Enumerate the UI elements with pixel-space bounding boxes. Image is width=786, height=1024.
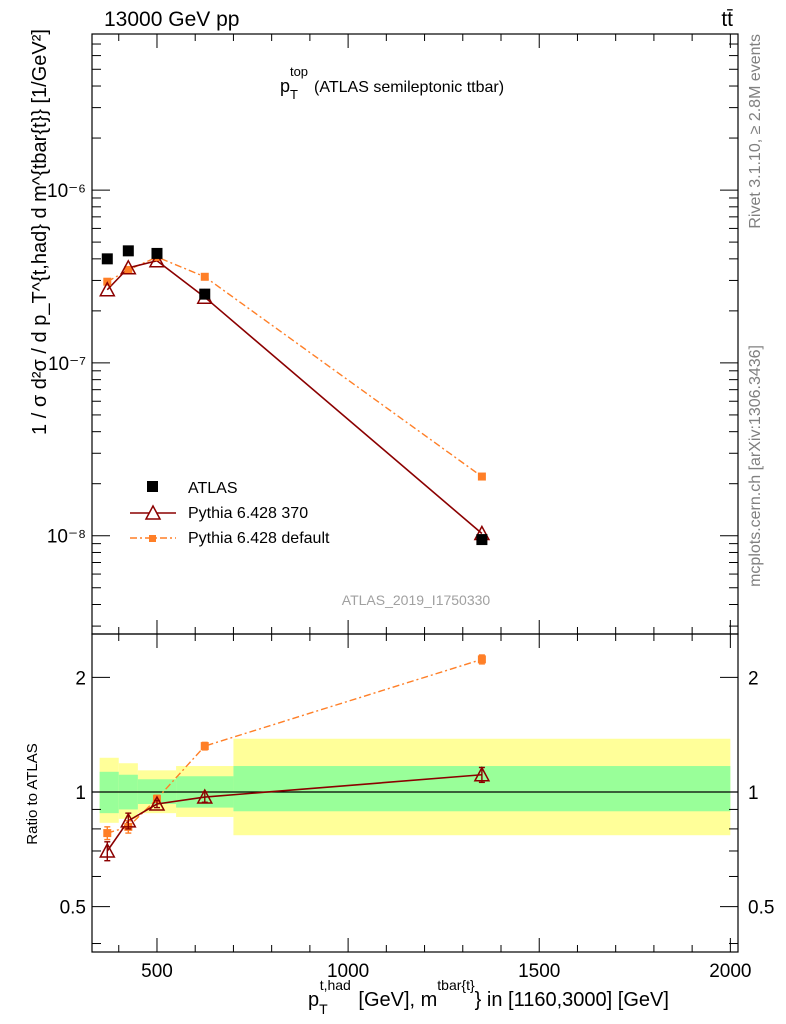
title-rest: (ATLAS semileptonic ttbar): [314, 79, 504, 96]
ratio-xtick-label: 2000: [709, 961, 751, 982]
ratio-mc370-point: [196, 788, 214, 804]
title-p: p: [280, 76, 290, 96]
atlas-point: [199, 288, 211, 300]
main-ytick-label: 10⁻⁷: [48, 354, 86, 375]
ratio-ytick-label: 1: [75, 783, 86, 804]
mc370-line: [106, 259, 483, 535]
ratio-bands: [92, 738, 738, 836]
header-right-label: tt̄: [721, 8, 733, 31]
legend-mcdef-label: Pythia 6.428 default: [188, 530, 330, 547]
title-sub: T: [290, 87, 298, 102]
ratio-ytick-label: 0.5: [60, 898, 86, 919]
ratio-mcdef-point: [103, 829, 112, 838]
main-ytick-label: 10⁻⁶: [47, 181, 86, 202]
ratio-xtick-label: 500: [141, 961, 173, 982]
ratio-mc370-point: [99, 842, 116, 858]
ratio-mcdef-point: [152, 794, 161, 803]
ratio-frame: [91, 633, 739, 953]
legend: ATLAS Pythia 6.428 370 Pythia 6.428 defa…: [130, 480, 330, 547]
mc370-point: [148, 252, 166, 268]
xlabel-sup2: tbar{t}: [437, 977, 475, 993]
legend-atlas-label: ATLAS: [188, 480, 238, 497]
ratio-mc370-point: [120, 812, 137, 828]
mcdef-point: [124, 265, 133, 274]
ratio-ylabel: Ratio to ATLAS: [24, 743, 41, 844]
ratio-xtick-label: 1500: [518, 961, 560, 982]
ratio-xlabel: pTt,had [GeV], mtbar{t}} in [1160,3000] …: [308, 977, 669, 1017]
xlabel-end: } in [1160,3000] [GeV]: [475, 989, 669, 1011]
ratio-ytick-label-right: 2: [748, 668, 759, 689]
title-sup: top: [290, 64, 308, 79]
main-ticks: 10⁻⁸ 10⁻⁷ 10⁻⁶: [47, 33, 738, 634]
ratio-ytick-label-right: 0.5: [748, 898, 774, 919]
mc370-point: [120, 259, 137, 275]
atlas-point: [476, 534, 488, 546]
atlas-point: [101, 253, 113, 265]
ratio-mcdef-point: [200, 742, 209, 751]
mcdef-point: [477, 472, 486, 481]
ratio-mc370-point: [148, 795, 166, 811]
ratio-ytick-label: 2: [75, 668, 86, 689]
legend-mcdef-marker: [149, 535, 156, 542]
xlabel-p: p: [308, 989, 319, 1011]
atlas-point: [122, 245, 134, 257]
mc370-point: [99, 281, 116, 297]
legend-mc370-label: Pythia 6.428 370: [188, 505, 308, 522]
header-left-label: 13000 GeV pp: [104, 8, 239, 31]
main-ylabel: 1 / σ d²σ / d p_T^{t,had} d m^{tbar{t}} …: [29, 29, 51, 435]
mcplots-label: mcplots.cern.ch [arXiv:1306.3436]: [747, 345, 764, 587]
ratio-panel: 0.5 0.5 1 1 2 2 500 1000 1500 2000 Ratio to ATLAS…: [24, 633, 774, 1017]
atlas-point: [151, 247, 163, 259]
xlabel-sub: T: [319, 1001, 328, 1017]
ratio-ytick-label-right: 1: [748, 783, 759, 804]
main-marks: [99, 245, 491, 546]
legend-mc370-marker: [144, 504, 162, 520]
ratio-xtick-label: 1000: [327, 961, 369, 982]
main-ytick-label: 10⁻⁸: [47, 527, 86, 548]
ratio-mc370-point: [473, 766, 491, 782]
ratio-ticks: 0.5 0.5 1 1 2 2 500 1000 1500 2000: [60, 634, 774, 982]
mcdef-point: [200, 272, 209, 281]
legend-atlas-marker: [147, 481, 158, 492]
main-title: pTtop (ATLAS semileptonic ttbar): [280, 64, 504, 102]
xlabel-sup: t,had: [320, 977, 351, 993]
ratio-mcdef-point: [477, 655, 486, 664]
ratio-marks: [99, 654, 491, 862]
watermark-label: ATLAS_2019_I1750330: [342, 592, 491, 608]
main-panel: 10⁻⁸ 10⁻⁷ 10⁻⁶ pTtop (ATLAS semileptonic tt…: [29, 29, 739, 635]
xlabel-mid: [GeV], m: [353, 989, 437, 1011]
rivet-version-label: Rivet 3.1.10, ≥ 2.8M events: [747, 34, 764, 229]
mcdef-line: [106, 256, 483, 478]
